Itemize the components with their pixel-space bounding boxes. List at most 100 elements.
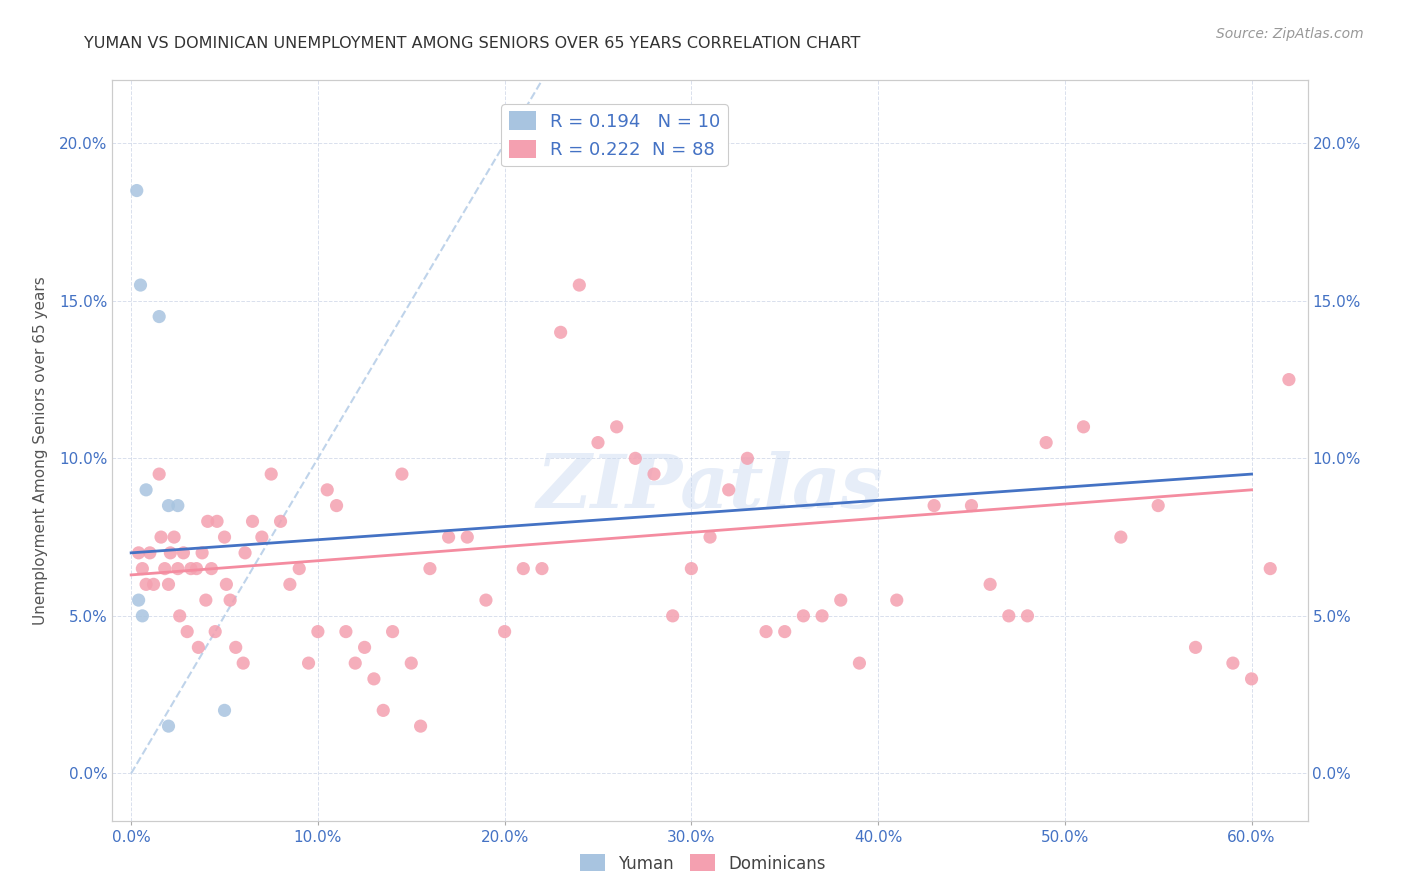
Point [129,278,152,293]
Point [232,656,254,670]
Point [550,326,572,340]
Point [373,703,395,717]
Point [391,467,413,481]
Point [1035,435,1057,450]
Point [475,593,498,607]
Point [214,703,236,717]
Point [148,467,170,481]
Point [1147,499,1170,513]
Point [886,593,908,607]
Point [270,514,292,528]
Point [848,656,870,670]
Point [456,530,478,544]
Point [150,530,173,544]
Point [159,546,181,560]
Point [401,656,423,670]
Point [363,672,385,686]
Point [128,546,150,560]
Point [755,624,778,639]
Point [998,608,1021,623]
Point [125,184,148,198]
Point [153,561,176,575]
Point [737,451,759,466]
Point [142,577,165,591]
Point [176,624,198,639]
Point [699,530,721,544]
Point [157,577,180,591]
Point [194,593,217,607]
Point [1222,656,1244,670]
Point [717,483,740,497]
Point [979,577,1001,591]
Point [128,593,150,607]
Point [353,640,375,655]
Point [187,640,209,655]
Point [260,467,283,481]
Point [419,561,441,575]
Point [135,483,157,497]
Legend: R = 0.194   N = 10, R = 0.222  N = 88: R = 0.194 N = 10, R = 0.222 N = 88 [502,104,727,166]
Text: ZIPatlas: ZIPatlas [537,451,883,524]
Point [200,561,222,575]
Point [1278,373,1301,387]
Point [180,561,202,575]
Point [219,593,242,607]
Text: YUMAN VS DOMINICAN UNEMPLOYMENT AMONG SENIORS OVER 65 YEARS CORRELATION CHART: YUMAN VS DOMINICAN UNEMPLOYMENT AMONG SE… [84,36,860,51]
Point [148,310,170,324]
Point [643,467,665,481]
Text: Source: ZipAtlas.com: Source: ZipAtlas.com [1216,27,1364,41]
Point [191,546,214,560]
Point [381,624,404,639]
Point [792,608,814,623]
Point [131,608,153,623]
Point [830,593,852,607]
Point [624,451,647,466]
Point [335,624,357,639]
Point [139,546,162,560]
Point [661,608,683,623]
Point [197,514,219,528]
Point [494,624,516,639]
Point [568,278,591,293]
Point [297,656,319,670]
Point [409,719,432,733]
Point [242,514,264,528]
Point [344,656,367,670]
Point [586,435,609,450]
Point [811,608,834,623]
Point [157,719,180,733]
Point [316,483,339,497]
Point [307,624,329,639]
Point [166,499,188,513]
Point [773,624,796,639]
Point [157,499,180,513]
Point [186,561,208,575]
Point [1184,640,1206,655]
Point [225,640,247,655]
Legend: Yuman, Dominicans: Yuman, Dominicans [574,847,832,880]
Point [960,499,983,513]
Point [437,530,460,544]
Point [163,530,186,544]
Point [1109,530,1132,544]
Point [215,577,238,591]
Point [214,530,236,544]
Point [166,561,188,575]
Point [681,561,703,575]
Point [1073,420,1095,434]
Point [325,499,347,513]
Point [1258,561,1281,575]
Point [1240,672,1263,686]
Point [1017,608,1039,623]
Point [530,561,553,575]
Point [278,577,301,591]
Point [169,608,191,623]
Point [922,499,945,513]
Point [131,561,153,575]
Point [233,546,256,560]
Y-axis label: Unemployment Among Seniors over 65 years: Unemployment Among Seniors over 65 years [34,277,48,624]
Point [135,577,157,591]
Point [606,420,628,434]
Point [250,530,273,544]
Point [204,624,226,639]
